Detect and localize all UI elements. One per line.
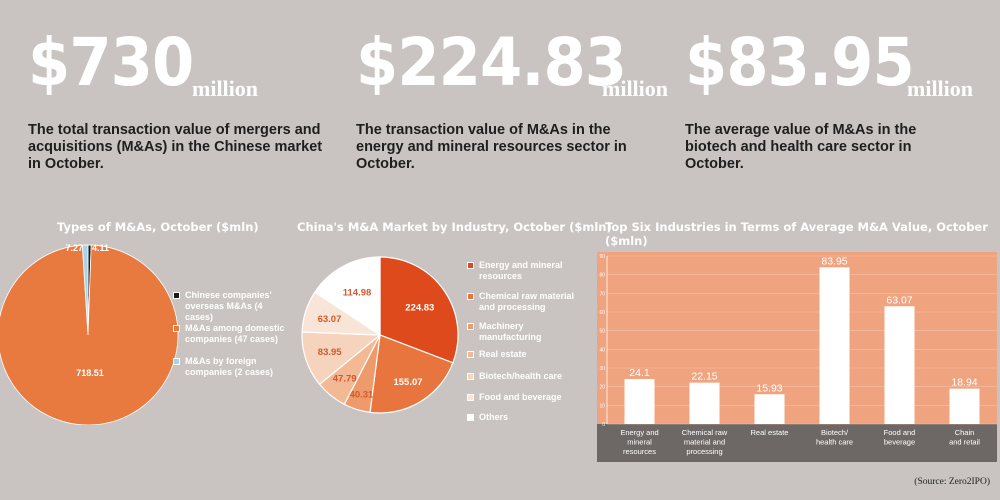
category-label: Biotech/ bbox=[821, 428, 849, 437]
legend-swatch bbox=[467, 414, 474, 421]
legend-label: Chemical raw material and processing bbox=[479, 291, 575, 312]
pie-slice bbox=[81, 244, 89, 336]
source-note: (Source: Zero2IPO) bbox=[914, 477, 990, 487]
y-tick-label: 90 bbox=[599, 254, 605, 260]
y-tick-label: 80 bbox=[599, 273, 605, 279]
industry-pie-chart: 224.83 155.07 40.31 47.79 83.95 63.07 114.98 bbox=[301, 256, 459, 414]
legend-swatch bbox=[467, 262, 474, 269]
types-pie-chart: 718.51 4.11 7.27 bbox=[0, 243, 179, 425]
legend-label: Others bbox=[479, 412, 509, 422]
stat-energy: $224.83 million The transaction value of… bbox=[356, 24, 668, 173]
legend-label: Biotech/health care bbox=[479, 371, 563, 381]
category-label: Chemical raw bbox=[682, 428, 728, 437]
stat-total-value: $730 bbox=[28, 24, 194, 101]
bar bbox=[624, 379, 655, 424]
category-label: processing bbox=[686, 447, 722, 456]
legend-label: Chinese companies' overseas M&As (4 case… bbox=[185, 290, 272, 322]
legend-swatch bbox=[467, 373, 474, 380]
data-label: 63.07 bbox=[318, 314, 342, 325]
data-label: 63.07 bbox=[886, 294, 912, 306]
data-label: 22.15 bbox=[691, 371, 717, 383]
pie-slice bbox=[379, 256, 459, 364]
data-label: 7.27 bbox=[65, 243, 83, 253]
data-label: 718.51 bbox=[76, 368, 104, 378]
y-tick-label: 70 bbox=[599, 291, 605, 297]
stat-biotech: $83.95 million The average value of M&As… bbox=[685, 24, 973, 173]
stat-biotech-value: $83.95 bbox=[685, 24, 915, 101]
types-legend: Chinese companies' overseas M&As (4 case… bbox=[173, 290, 293, 390]
stat-energy-unit: million bbox=[602, 76, 669, 101]
category-label: Energy and bbox=[620, 428, 658, 437]
stat-total-unit: million bbox=[192, 76, 259, 101]
bar bbox=[949, 388, 980, 424]
pie-slice bbox=[0, 244, 179, 425]
legend-swatch bbox=[467, 323, 474, 330]
data-label: 47.79 bbox=[333, 374, 357, 385]
category-label: health care bbox=[816, 438, 853, 447]
legend-swatch bbox=[467, 394, 474, 401]
stat-biotech-unit: million bbox=[907, 76, 974, 101]
category-label: and retail bbox=[949, 438, 980, 447]
category-label: beverage bbox=[884, 438, 915, 447]
bar bbox=[689, 382, 720, 424]
category-label: material and bbox=[684, 438, 725, 447]
data-label: 4.11 bbox=[92, 243, 109, 253]
category-label: resources bbox=[623, 447, 656, 456]
top-six-bar-chart: 0 10 20 30 40 50 60 70 80 90 24.1 Energy andmineral… bbox=[597, 252, 997, 462]
bar bbox=[819, 267, 850, 424]
y-tick-label: 60 bbox=[599, 310, 605, 316]
data-label: 224.83 bbox=[405, 303, 434, 314]
legend-label: Energy and mineral resources bbox=[479, 260, 563, 281]
category-label: mineral bbox=[627, 438, 652, 447]
legend-label: M&As by foreign companies (2 cases) bbox=[185, 356, 274, 377]
legend-label: Real estate bbox=[479, 349, 527, 359]
legend-swatch bbox=[173, 292, 180, 299]
data-label: 24.1 bbox=[629, 367, 650, 379]
legend-swatch bbox=[173, 358, 180, 365]
chart-title-industry: China's M&A Market by Industry, October … bbox=[297, 220, 612, 234]
category-label: Chain bbox=[955, 428, 975, 437]
bar bbox=[754, 394, 785, 424]
y-tick-label: 0 bbox=[602, 422, 605, 428]
category-band bbox=[597, 424, 997, 462]
data-label: 114.98 bbox=[343, 287, 372, 298]
stat-energy-value: $224.83 bbox=[356, 24, 627, 101]
data-label: 155.07 bbox=[393, 377, 422, 388]
y-tick-label: 50 bbox=[599, 329, 605, 335]
category-label: Real estate bbox=[751, 428, 789, 437]
y-tick-label: 40 bbox=[599, 347, 605, 353]
data-label: 15.93 bbox=[756, 382, 782, 394]
data-label: 83.95 bbox=[318, 347, 342, 358]
pie-slice bbox=[313, 256, 381, 337]
legend-label: M&As among domestic companies (47 cases) bbox=[185, 323, 285, 344]
legend-swatch bbox=[467, 351, 474, 358]
industry-legend: Energy and mineral resources Chemical raw… bbox=[467, 260, 587, 430]
stat-energy-desc: The transaction value of M&As in the ene… bbox=[356, 122, 627, 172]
y-tick-label: 10 bbox=[599, 403, 605, 409]
stat-total-desc: The total transaction value of mergers a… bbox=[28, 122, 323, 172]
chart-title-types: Types of M&As, October ($mln) bbox=[57, 220, 259, 234]
pie-slice bbox=[369, 334, 454, 414]
bar bbox=[884, 306, 915, 424]
stat-total: $730 million The total transaction value… bbox=[28, 24, 322, 173]
legend-swatch bbox=[173, 325, 180, 332]
legend-label: Food and beverage bbox=[479, 392, 562, 402]
category-label: Food and bbox=[884, 428, 916, 437]
legend-swatch bbox=[467, 293, 474, 300]
stat-biotech-desc: The average value of M&As in the biotech… bbox=[685, 122, 917, 172]
legend-label: Machinery manufacturing bbox=[479, 321, 542, 342]
y-tick-label: 30 bbox=[599, 366, 605, 372]
chart-title-top-six: Top Six Industries in Terms of Average M… bbox=[605, 220, 988, 248]
y-tick-label: 20 bbox=[599, 385, 605, 391]
data-label: 40.31 bbox=[350, 390, 374, 401]
data-label: 18.94 bbox=[951, 377, 977, 389]
data-label: 83.95 bbox=[821, 255, 847, 267]
